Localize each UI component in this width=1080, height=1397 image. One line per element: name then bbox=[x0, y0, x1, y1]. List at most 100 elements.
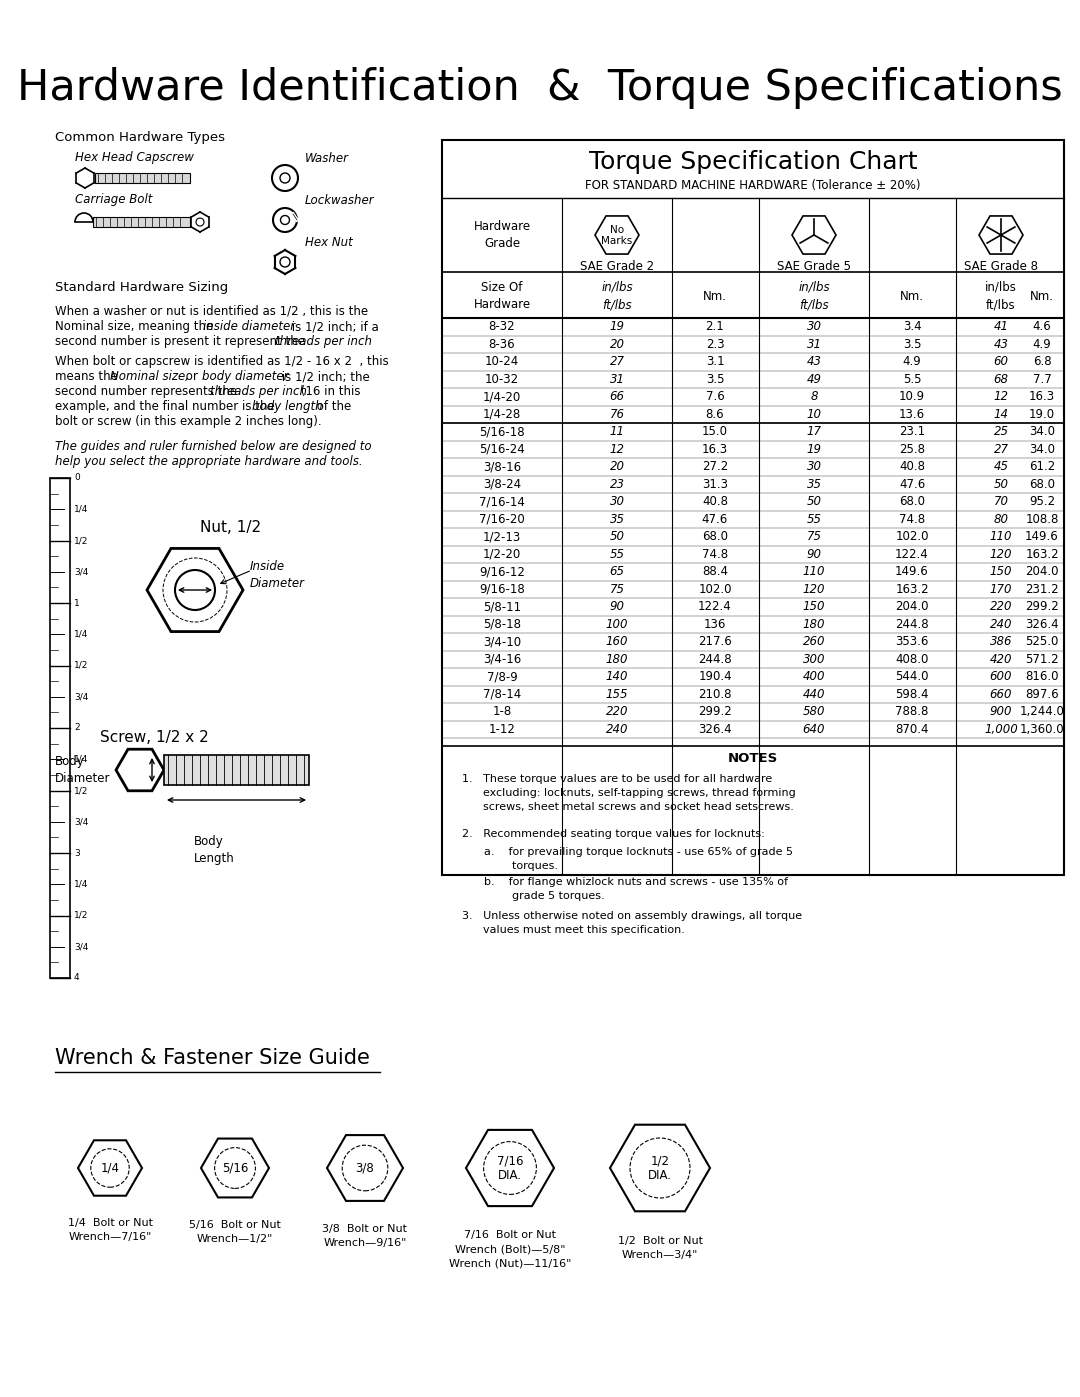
Text: Standard Hardware Sizing: Standard Hardware Sizing bbox=[55, 282, 228, 295]
Text: 5/8-11: 5/8-11 bbox=[483, 601, 521, 613]
Text: 4.6: 4.6 bbox=[1032, 320, 1051, 334]
Text: 7/16-20: 7/16-20 bbox=[480, 513, 525, 525]
Text: 299.2: 299.2 bbox=[1025, 601, 1058, 613]
Text: 8-36: 8-36 bbox=[488, 338, 515, 351]
Text: 160: 160 bbox=[606, 636, 629, 648]
Text: 2: 2 bbox=[75, 724, 80, 732]
Text: 190.4: 190.4 bbox=[698, 671, 732, 683]
Text: 1/4-20: 1/4-20 bbox=[483, 390, 522, 404]
Text: Torque Specification Chart: Torque Specification Chart bbox=[589, 149, 917, 175]
Text: 5/16: 5/16 bbox=[221, 1161, 248, 1175]
Text: 31: 31 bbox=[609, 373, 624, 386]
FancyBboxPatch shape bbox=[93, 217, 190, 226]
Text: 1/4: 1/4 bbox=[75, 754, 89, 764]
Text: 6.8: 6.8 bbox=[1032, 355, 1051, 369]
Text: 55: 55 bbox=[609, 548, 624, 560]
Text: 7.7: 7.7 bbox=[1032, 373, 1051, 386]
Text: 45: 45 bbox=[994, 460, 1009, 474]
Text: SAE Grade 2: SAE Grade 2 bbox=[580, 260, 654, 274]
Text: 10-32: 10-32 bbox=[485, 373, 519, 386]
Text: 75: 75 bbox=[609, 583, 624, 595]
Text: 240: 240 bbox=[606, 722, 629, 736]
Text: 16.3: 16.3 bbox=[1029, 390, 1055, 404]
Text: 50: 50 bbox=[994, 478, 1009, 490]
Text: 43: 43 bbox=[994, 338, 1009, 351]
Text: 55: 55 bbox=[807, 513, 822, 525]
Text: 180: 180 bbox=[606, 652, 629, 666]
Text: 2.   Recommended seating torque values for locknuts:: 2. Recommended seating torque values for… bbox=[462, 828, 765, 840]
Text: 47.6: 47.6 bbox=[899, 478, 926, 490]
Text: 155: 155 bbox=[606, 687, 629, 701]
Text: 108.8: 108.8 bbox=[1025, 513, 1058, 525]
Text: 2.1: 2.1 bbox=[705, 320, 725, 334]
FancyBboxPatch shape bbox=[95, 173, 190, 183]
Text: 149.6: 149.6 bbox=[895, 566, 929, 578]
Text: a.    for prevailing torque locknuts - use 65% of grade 5
        torques.: a. for prevailing torque locknuts - use … bbox=[484, 847, 793, 870]
Text: means the: means the bbox=[55, 370, 122, 383]
Text: 1: 1 bbox=[75, 598, 80, 608]
FancyBboxPatch shape bbox=[164, 754, 309, 785]
Text: 12: 12 bbox=[609, 443, 624, 455]
Text: 1/2  Bolt or Nut
Wrench—3/4": 1/2 Bolt or Nut Wrench—3/4" bbox=[618, 1236, 702, 1260]
Text: 25: 25 bbox=[994, 425, 1009, 439]
Text: 3/8-16: 3/8-16 bbox=[483, 460, 521, 474]
Text: 217.6: 217.6 bbox=[698, 636, 732, 648]
Text: 15.0: 15.0 bbox=[702, 425, 728, 439]
Text: 34.0: 34.0 bbox=[1029, 443, 1055, 455]
Text: 240: 240 bbox=[989, 617, 1012, 631]
Text: 90: 90 bbox=[609, 601, 624, 613]
Text: Lockwasher: Lockwasher bbox=[305, 194, 375, 207]
Text: 80: 80 bbox=[994, 513, 1009, 525]
Text: 70: 70 bbox=[994, 496, 1009, 509]
Text: 27.2: 27.2 bbox=[702, 460, 728, 474]
Text: 20: 20 bbox=[609, 338, 624, 351]
Text: 571.2: 571.2 bbox=[1025, 652, 1058, 666]
Text: 816.0: 816.0 bbox=[1025, 671, 1058, 683]
Text: 3/4-16: 3/4-16 bbox=[483, 652, 522, 666]
Text: bolt or screw (in this example 2 inches long).: bolt or screw (in this example 2 inches … bbox=[55, 415, 322, 427]
Text: When a washer or nut is identified as 1/2 , this is the: When a washer or nut is identified as 1/… bbox=[55, 305, 368, 319]
Text: 1.   These torque values are to be used for all hardware
      excluding: locknu: 1. These torque values are to be used fo… bbox=[462, 774, 796, 812]
Text: 204.0: 204.0 bbox=[895, 601, 929, 613]
Text: SAE Grade 5: SAE Grade 5 bbox=[777, 260, 851, 274]
Text: Wrench & Fastener Size Guide: Wrench & Fastener Size Guide bbox=[55, 1048, 369, 1067]
Text: 16.3: 16.3 bbox=[702, 443, 728, 455]
FancyBboxPatch shape bbox=[50, 478, 70, 978]
Text: b.    for flange whizlock nuts and screws - use 135% of
        grade 5 torques.: b. for flange whizlock nuts and screws -… bbox=[484, 877, 788, 901]
Text: Nm.: Nm. bbox=[703, 289, 727, 303]
Text: 25.8: 25.8 bbox=[899, 443, 924, 455]
Text: 9/16-12: 9/16-12 bbox=[480, 566, 525, 578]
Text: 326.4: 326.4 bbox=[698, 722, 732, 736]
Text: 600: 600 bbox=[989, 671, 1012, 683]
Text: 3: 3 bbox=[75, 848, 80, 858]
Text: 1/2-13: 1/2-13 bbox=[483, 531, 522, 543]
Text: 1-8: 1-8 bbox=[492, 705, 512, 718]
Text: 7/8-14: 7/8-14 bbox=[483, 687, 522, 701]
Text: Size Of
Hardware: Size Of Hardware bbox=[473, 281, 530, 312]
Text: SAE Grade 8: SAE Grade 8 bbox=[964, 260, 1038, 274]
Text: 260: 260 bbox=[802, 636, 825, 648]
Text: When bolt or capscrew is identified as 1/2 - 16 x 2  , this: When bolt or capscrew is identified as 1… bbox=[55, 355, 389, 367]
Text: 1/2: 1/2 bbox=[75, 787, 89, 795]
Text: is 1/2 inch; the: is 1/2 inch; the bbox=[278, 370, 369, 383]
Text: 110: 110 bbox=[989, 531, 1012, 543]
Text: FOR STANDARD MACHINE HARDWARE (Tolerance ± 20%): FOR STANDARD MACHINE HARDWARE (Tolerance… bbox=[585, 179, 921, 193]
Text: 140: 140 bbox=[606, 671, 629, 683]
Text: 299.2: 299.2 bbox=[698, 705, 732, 718]
Text: 1,244.0: 1,244.0 bbox=[1020, 705, 1065, 718]
Text: 8-32: 8-32 bbox=[488, 320, 515, 334]
Text: example, and the final number is the: example, and the final number is the bbox=[55, 400, 279, 414]
Text: 5.5: 5.5 bbox=[903, 373, 921, 386]
Text: 3/4: 3/4 bbox=[75, 567, 89, 576]
Text: 61.2: 61.2 bbox=[1029, 460, 1055, 474]
Text: 1,000: 1,000 bbox=[984, 722, 1017, 736]
Circle shape bbox=[175, 570, 215, 610]
Text: in/lbs
ft/lbs: in/lbs ft/lbs bbox=[798, 281, 829, 312]
Text: 4: 4 bbox=[75, 974, 80, 982]
Text: 88.4: 88.4 bbox=[702, 566, 728, 578]
Text: 1/2: 1/2 bbox=[75, 536, 89, 545]
Text: 408.0: 408.0 bbox=[895, 652, 929, 666]
Text: 50: 50 bbox=[807, 496, 822, 509]
Text: 47.6: 47.6 bbox=[702, 513, 728, 525]
Text: 353.6: 353.6 bbox=[895, 636, 929, 648]
